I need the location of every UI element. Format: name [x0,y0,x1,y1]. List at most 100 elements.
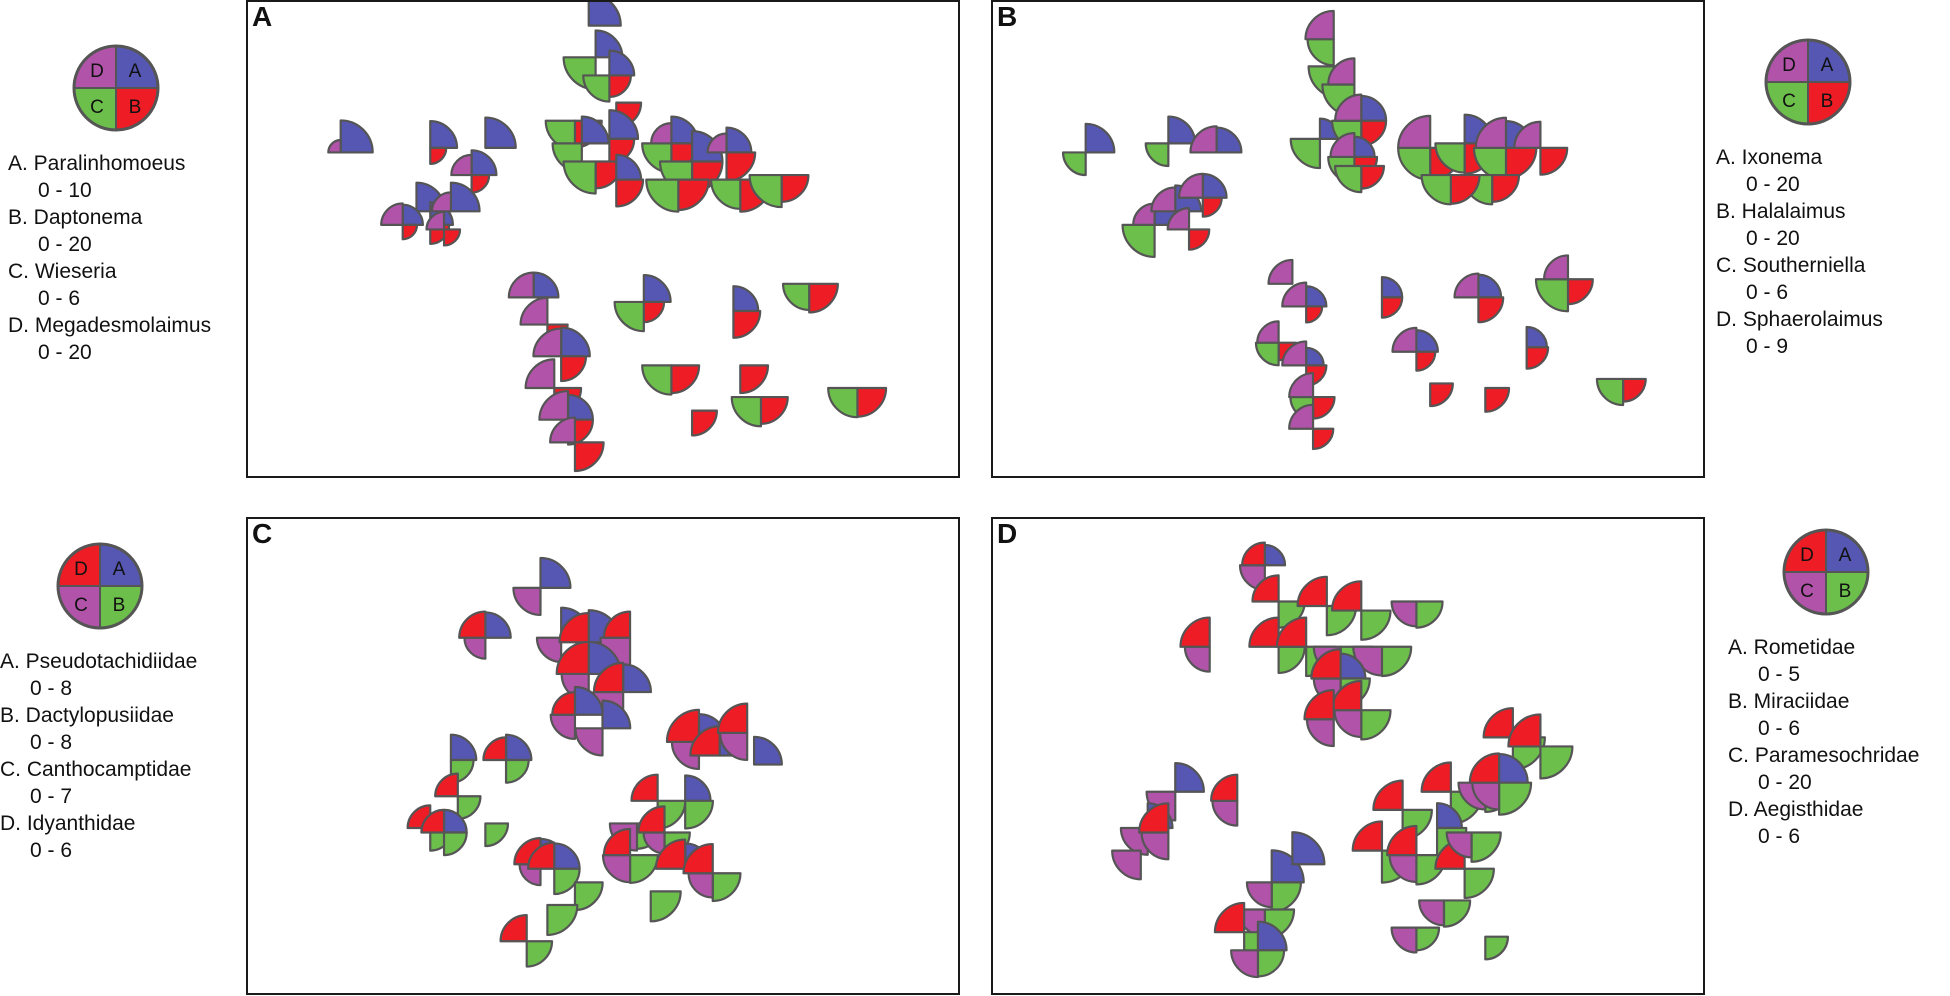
data-point [1296,575,1358,637]
data-point [449,733,478,784]
data-point [562,160,624,195]
pie-wedge-d [1397,114,1432,149]
pie-wedge-c [730,395,763,428]
panel-b-letter: B [997,1,1018,32]
legend-b-range: 0 - 20 [1746,173,1800,196]
legend-b-label: D. Sphaerolaimus [1716,308,1883,331]
pie-wedge-d [1177,172,1204,199]
panel-d-plot [1111,541,1574,979]
pie-wedge-c [1121,223,1156,259]
pie-wedge-a [608,109,640,140]
pie-wedge-c [1245,881,1273,909]
pie-wedge-c [1254,341,1280,367]
legend-d-label: C. Paramesochridae [1728,744,1920,767]
pie-wedge-b [1477,296,1505,324]
pie-wedge-b [1380,645,1413,678]
pie-wedge-b [560,355,588,383]
pie-wedge-c [1183,645,1211,673]
legend-key-label: A [1839,545,1852,566]
panel-a-letter: A [252,1,273,32]
panel-b-plot [1061,9,1647,451]
pie-wedge-d [527,841,556,870]
pie-wedge-d [1482,707,1514,739]
pie-wedge-a [539,556,572,589]
legend-c-range: 0 - 7 [30,785,73,808]
pie-wedge-a [601,699,632,730]
data-point [573,881,604,912]
legend-key-label: C [90,97,104,118]
legend-d-row: B. Miraciidae 0 - 6 [1728,688,1950,742]
data-point [1281,281,1328,324]
legend-d-label: A. Rometidae [1728,636,1856,659]
data-point [425,210,462,247]
pie-wedge-b [1360,609,1392,641]
pie-wedge-b [1415,350,1437,372]
pie-wedge-d [1310,648,1342,680]
pie-wedge-b [780,173,810,203]
legend-a-row: A. Paralinhomoeus 0 - 10 [8,150,268,204]
data-point [1453,272,1505,324]
pie-wedge-b [1311,427,1335,451]
data-point [1210,773,1239,827]
data-point [1380,276,1404,319]
pie-wedge-d [1327,57,1356,86]
pie-wedge-d [665,708,701,744]
pie-wedge-c [1390,926,1418,954]
pie-wedge-c [827,386,859,419]
legend-key-label: C [74,595,88,616]
data-point [827,386,888,419]
data-point [1445,831,1502,863]
pie-wedge-d [1543,254,1570,281]
pie-wedge-c [1534,278,1570,313]
data-point [458,610,512,660]
data-point [781,282,839,314]
legend-c-key: D A C B [56,542,144,630]
pie-wedge-a [1477,273,1503,299]
data-point [1484,935,1510,961]
legend-d-row: A. Rometidae 0 - 5 [1728,634,1950,688]
pie-wedge-b [856,386,888,418]
data-point [601,827,659,884]
pie-wedge-d [450,153,473,177]
legend-key-label: D [1782,55,1796,76]
pie-wedge-a [1174,762,1205,793]
pie-wedge-b [484,822,510,848]
panel-d-letter: D [997,518,1018,549]
pie-wedge-b [1277,645,1306,675]
pie-wedge-c [1418,899,1446,927]
legend-key-label: A [113,559,126,580]
pie-wedge-d [1420,761,1452,793]
legend-d-label: B. Miraciidae [1728,690,1850,713]
legend-b-range: 0 - 9 [1746,335,1789,358]
pie-wedge-d [507,271,535,299]
pie-wedge-d [654,838,687,870]
pie-wedge-b [1270,881,1303,913]
pie-wedge-a [1497,752,1529,784]
data-point [645,178,710,213]
pie-wedge-a [449,181,481,213]
pie-wedge-b [456,795,482,820]
pie-wedge-a [566,393,594,421]
data-point [429,120,459,165]
legend-key-label: B [113,595,126,616]
pie-wedge-b [1484,935,1510,961]
legend-b-list: A. Ixonema 0 - 20 B. Halalaimus 0 - 20 C. … [1716,144,1950,360]
pie-wedge-a [532,271,560,299]
pie-wedge-a [587,2,622,27]
legend-c: D A C B A. Pseudotachidiidae 0 - 8 B. Dactyl… [0,536,260,864]
pie-wedge-a [553,842,581,870]
pie-wedge-b [649,890,682,923]
pie-wedge-a [1339,652,1367,680]
legend-key-ring [56,542,144,630]
data-point [1507,713,1574,780]
pie-wedge-a [1305,285,1328,308]
legend-key-label: A [1821,55,1834,76]
pie-wedge-d [1330,580,1363,612]
legend-c-row: B. Dactylopusiidae 0 - 8 [0,702,260,756]
pie-wedge-b [1429,382,1454,408]
pie-wedge-c [1305,718,1335,748]
legend-a-range: 0 - 20 [38,341,92,364]
pie-wedge-b [553,867,581,896]
data-point [1390,926,1441,954]
data-point [1334,164,1386,194]
